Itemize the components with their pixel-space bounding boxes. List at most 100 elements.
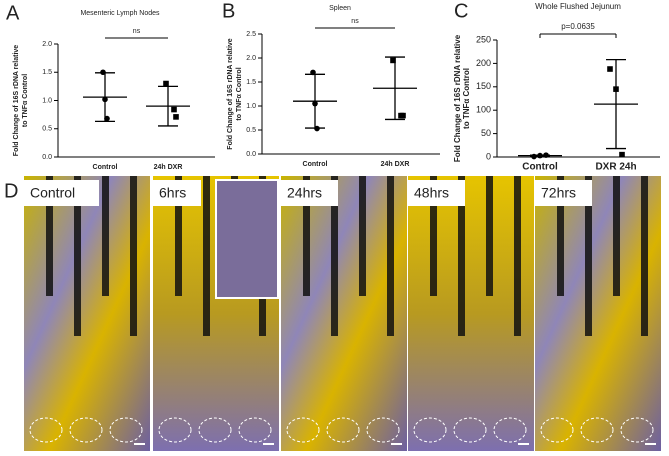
- timepoint-label: 72hrs: [541, 185, 576, 201]
- crypt-outline: [540, 417, 574, 443]
- y-axis-label: to TNFα Control: [22, 74, 29, 127]
- crypt-outline: [109, 417, 143, 443]
- y-tick-label: 200: [476, 58, 491, 68]
- villus-gap: [514, 176, 521, 336]
- y-tick-label: 2.0: [246, 55, 256, 62]
- x-tick-label: Control: [303, 161, 328, 168]
- villus-gap: [331, 176, 338, 336]
- chart-title: Mesenteric Lymph Nodes: [80, 10, 160, 17]
- villus-gap: [359, 176, 366, 296]
- y-axis-label: Fold Change of 16S rDNA relative: [453, 34, 462, 162]
- crypt-outline: [69, 417, 103, 443]
- data-point: [390, 57, 396, 64]
- data-point: [163, 80, 169, 87]
- chart-title: Spleen: [329, 5, 351, 12]
- data-point: [613, 86, 619, 92]
- villus-gap: [303, 176, 310, 296]
- crypt-outline: [453, 417, 487, 443]
- x-tick-label: 24h DXR: [154, 164, 183, 171]
- villus-gap: [585, 176, 592, 336]
- crypt-outline: [158, 417, 192, 443]
- y-axis-label: Fold Change of 16S rDNA relative: [13, 45, 20, 156]
- villus-gap: [486, 176, 493, 296]
- y-tick-label: 0.5: [246, 127, 256, 134]
- y-tick-label: 0: [486, 151, 491, 161]
- panel-d: D Control 6hrs 24hrs 48hrs 72hrs: [4, 176, 661, 451]
- data-point: [619, 151, 625, 158]
- y-tick-label: 0.5: [42, 126, 52, 133]
- crypt-outline: [493, 417, 527, 443]
- panel-letter: B: [222, 0, 235, 22]
- crypt-outline: [413, 417, 447, 443]
- y-tick-label: 1.5: [42, 69, 52, 76]
- panel-letter: A: [6, 2, 20, 24]
- villus-gap: [175, 176, 182, 296]
- y-tick-label: 50: [481, 128, 491, 138]
- data-point: [310, 69, 316, 76]
- micrograph: [535, 176, 661, 451]
- crypt-outline: [580, 417, 614, 443]
- significance-label: p=0.0635: [561, 22, 595, 31]
- chart-title: Whole Flushed Jejunum: [535, 2, 621, 11]
- significance-label: ns: [133, 28, 141, 35]
- crypt-outline: [620, 417, 654, 443]
- villus-gap: [130, 176, 137, 336]
- data-point: [543, 152, 549, 158]
- data-point: [537, 152, 543, 159]
- villus-gap: [46, 176, 53, 296]
- data-point: [312, 100, 318, 107]
- significance-label: ns: [351, 18, 359, 25]
- crypt-outline: [238, 417, 272, 443]
- villus-gap: [557, 176, 564, 296]
- timepoint-label: 24hrs: [287, 185, 322, 201]
- label-box: [535, 180, 592, 206]
- villus-gap: [641, 176, 648, 336]
- y-tick-label: 1.5: [246, 79, 256, 86]
- data-point: [100, 69, 106, 76]
- villus-gap: [458, 176, 465, 336]
- label-box: [408, 180, 465, 206]
- villus-gap: [102, 176, 109, 296]
- data-point: [531, 153, 537, 160]
- data-point: [171, 106, 177, 113]
- inset: [215, 179, 279, 299]
- x-tick-label: Control: [522, 162, 558, 173]
- crypt-outline: [198, 417, 232, 443]
- y-tick-label: 2.5: [246, 31, 256, 38]
- crypt-outline: [29, 417, 63, 443]
- villus-gap: [613, 176, 620, 296]
- label-box: [153, 180, 201, 206]
- timepoint-label: 6hrs: [159, 185, 186, 201]
- data-point: [102, 96, 108, 103]
- villus-gap: [430, 176, 437, 296]
- y-axis-label: to TNFα Control: [462, 68, 471, 129]
- x-tick-label: DXR 24h: [595, 162, 636, 173]
- crypt-outline: [366, 417, 400, 443]
- data-point: [400, 112, 406, 119]
- timepoint-label: 48hrs: [414, 185, 449, 201]
- data-point: [173, 114, 179, 120]
- data-point: [314, 125, 320, 132]
- y-tick-label: 0.0: [246, 151, 256, 158]
- villus-gap: [74, 176, 81, 336]
- y-tick-label: 250: [476, 34, 491, 44]
- y-tick-label: 2.0: [42, 41, 52, 48]
- micrograph: [281, 176, 407, 451]
- y-tick-label: 100: [476, 105, 491, 115]
- y-tick-label: 1.0: [42, 97, 52, 104]
- y-axis-label: to TNFα Control: [236, 67, 243, 120]
- label-box: [281, 180, 338, 206]
- timepoint-label: Control: [30, 185, 75, 201]
- villus-gap: [203, 176, 210, 336]
- x-tick-label: Control: [93, 164, 118, 171]
- crypt-outline: [286, 417, 320, 443]
- y-tick-label: 150: [476, 81, 491, 91]
- panel-letter: D: [4, 180, 18, 202]
- x-tick-label: 24h DXR: [381, 161, 410, 168]
- micrograph: [24, 176, 150, 451]
- y-tick-label: 0.0: [42, 154, 52, 161]
- crypt-outline: [326, 417, 360, 443]
- villus-gap: [387, 176, 394, 336]
